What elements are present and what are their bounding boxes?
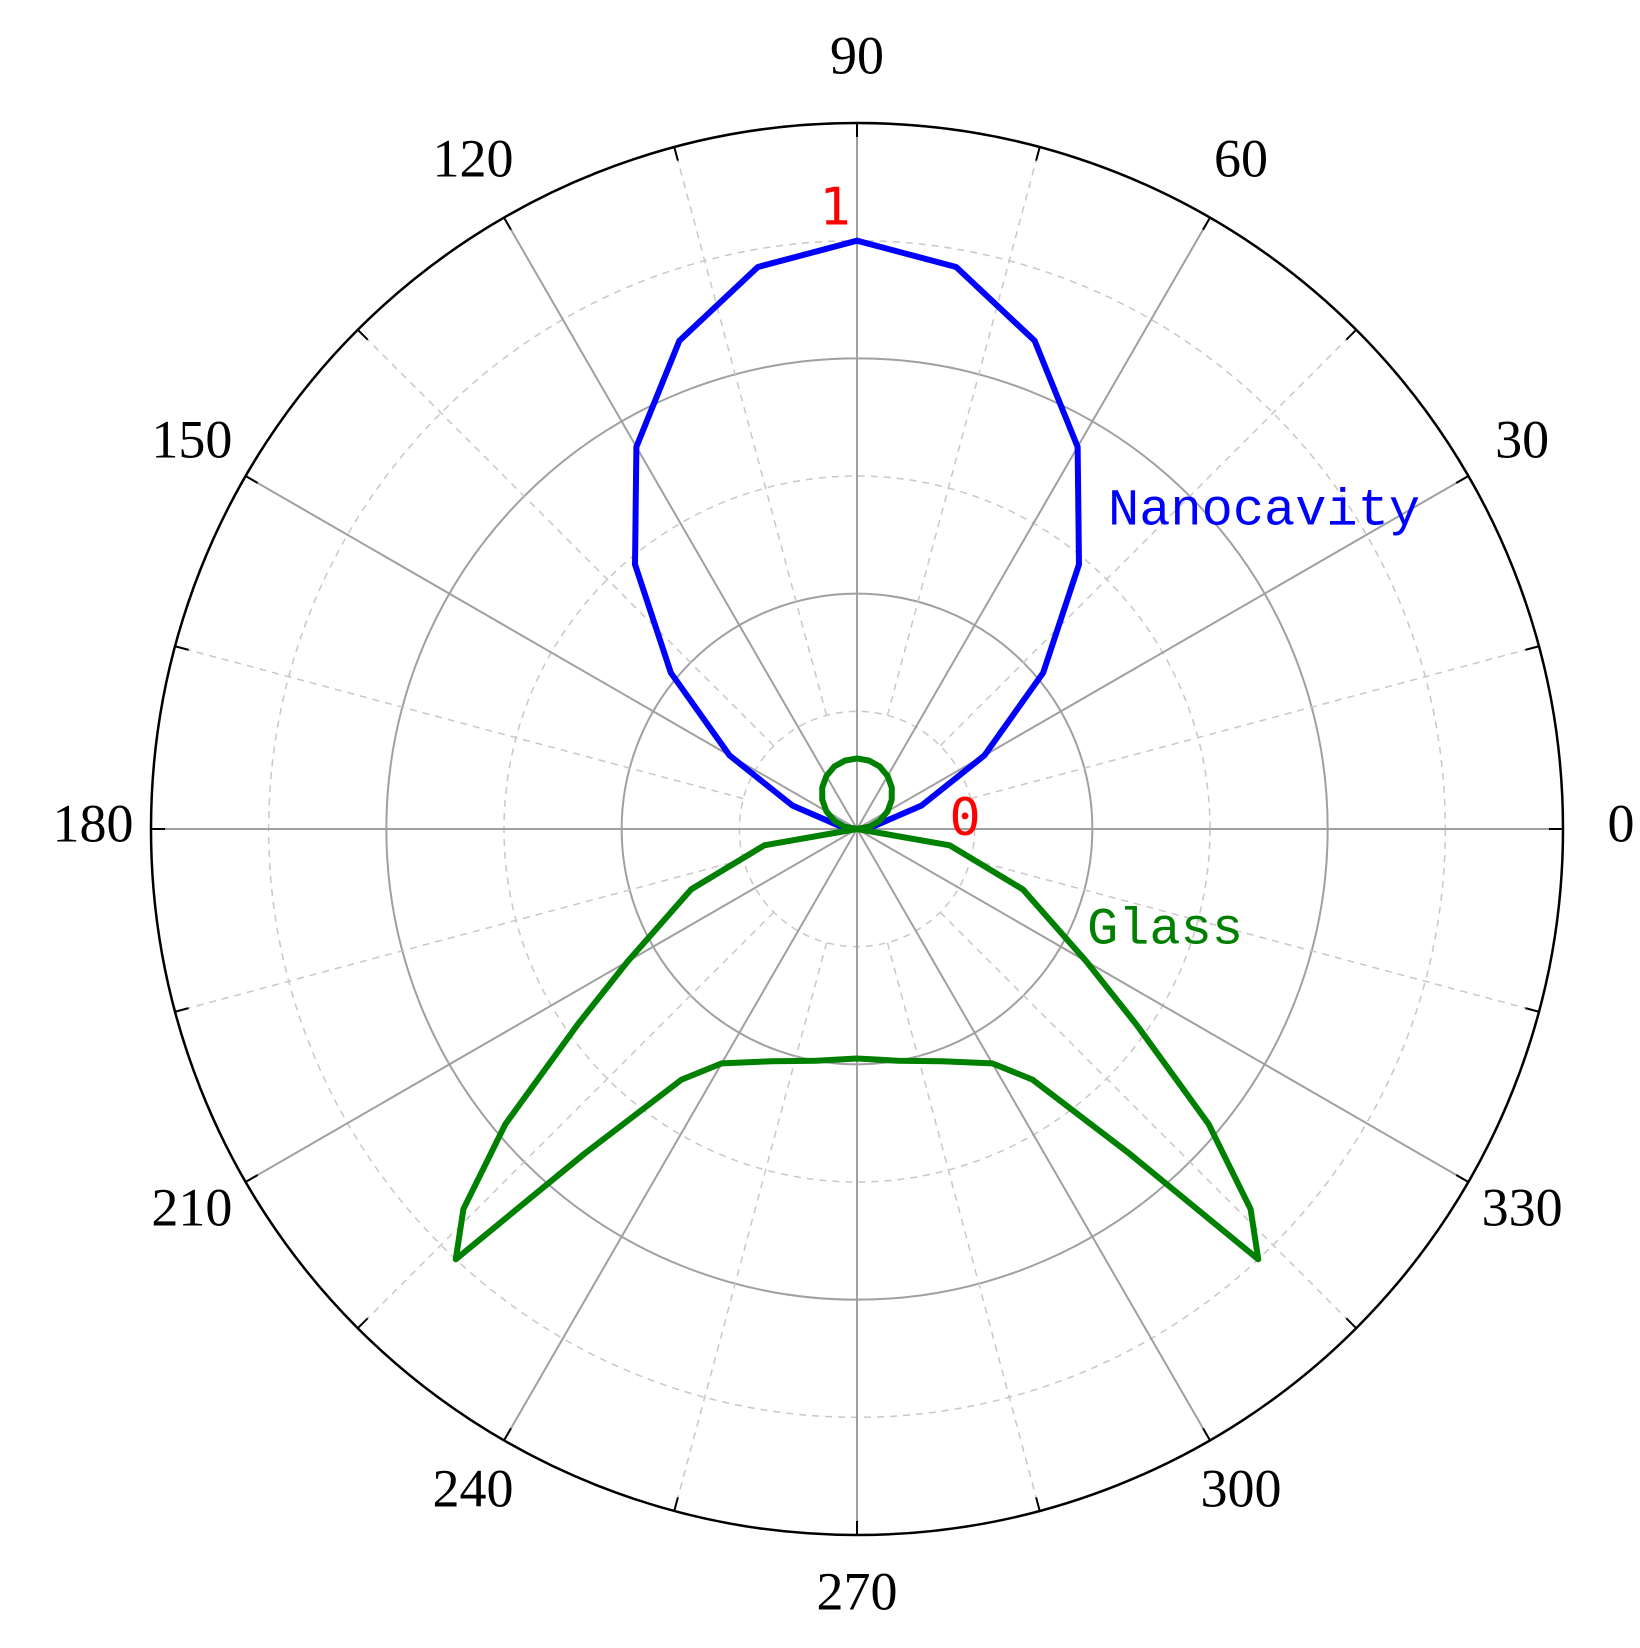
frame-tick — [1455, 475, 1469, 484]
series-label: Glass — [1087, 901, 1243, 960]
frame-tick — [1345, 1317, 1357, 1329]
r-tick-label: 1 — [819, 178, 850, 238]
frame-tick — [503, 1427, 512, 1441]
theta-tick-label: 90 — [830, 25, 884, 85]
theta-tick-label: 330 — [1482, 1177, 1563, 1237]
minor-spoke — [970, 858, 1540, 1013]
theta-tick-label: 60 — [1214, 128, 1268, 188]
minor-spoke — [174, 645, 744, 800]
frame-tick — [245, 475, 259, 484]
minor-spoke — [357, 911, 775, 1329]
frame-tick — [1035, 1497, 1041, 1512]
grid-spoke — [245, 475, 858, 830]
theta-tick-label: 150 — [151, 409, 232, 469]
theta-tick-label: 270 — [817, 1561, 898, 1621]
theta-tick-label: 240 — [433, 1458, 514, 1518]
frame-tick — [673, 146, 679, 161]
series-line — [452, 755, 1262, 1263]
minor-spoke — [886, 146, 1041, 716]
theta-tick-label: 300 — [1201, 1458, 1282, 1518]
frame-tick — [1345, 329, 1357, 341]
theta-tick-label: 180 — [53, 793, 134, 853]
grid-spoke — [856, 217, 1211, 830]
frame-tick — [1525, 1007, 1540, 1013]
theta-tick-label: 120 — [433, 128, 514, 188]
theta-tick-label: 0 — [1608, 793, 1635, 853]
minor-spoke — [673, 942, 828, 1512]
series-line — [632, 237, 1082, 832]
theta-tick-label: 30 — [1495, 409, 1549, 469]
frame-tick — [174, 645, 189, 651]
frame-tick — [1525, 645, 1540, 651]
frame-tick — [503, 217, 512, 231]
minor-spoke — [174, 858, 744, 1013]
frame-tick — [1035, 146, 1041, 161]
grid-spoke — [503, 828, 858, 1441]
frame-tick — [673, 1497, 679, 1512]
minor-spoke — [357, 329, 775, 747]
frame-tick — [1455, 1174, 1469, 1183]
theta-tick-label: 210 — [151, 1177, 232, 1237]
minor-spoke — [939, 911, 1357, 1329]
minor-spoke — [886, 942, 1041, 1512]
frame-tick — [174, 1007, 189, 1013]
frame-tick — [357, 1317, 369, 1329]
minor-spoke — [673, 146, 828, 716]
frame-tick — [1202, 217, 1211, 231]
grid-spoke — [503, 217, 858, 830]
grid-spoke — [856, 828, 1211, 1441]
series-label: Nanocavity — [1108, 482, 1420, 541]
grid-spoke — [856, 828, 1469, 1183]
frame-tick — [1202, 1427, 1211, 1441]
grid-spoke — [856, 475, 1469, 830]
frame-tick — [245, 1174, 259, 1183]
grid-spoke — [245, 828, 858, 1183]
minor-spoke — [970, 645, 1540, 800]
frame-tick — [357, 329, 369, 341]
r-tick-label: 0 — [949, 788, 980, 848]
